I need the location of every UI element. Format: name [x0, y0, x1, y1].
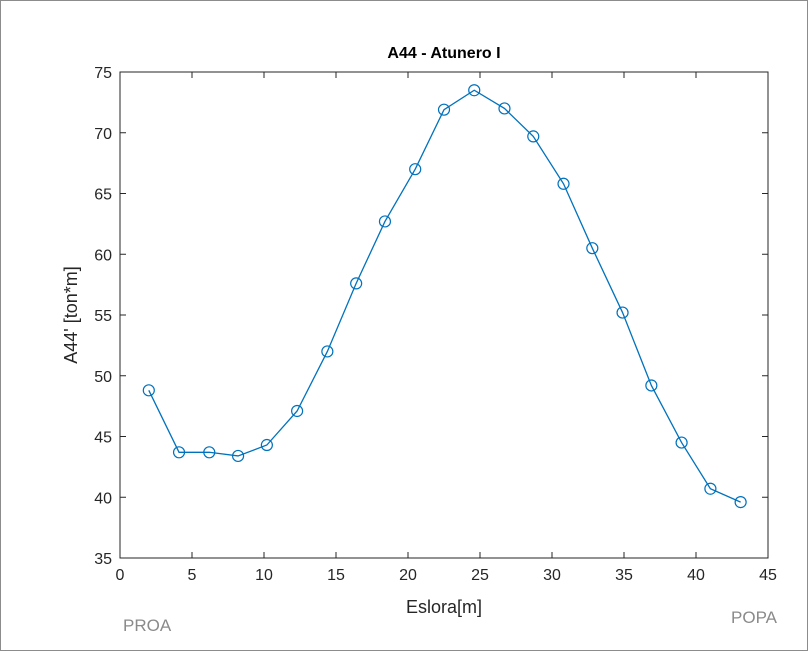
data-point	[321, 345, 334, 358]
y-tick-label: 70	[94, 126, 112, 143]
y-axis-label: A44' [ton*m]	[61, 266, 81, 364]
x-tick-label: 40	[687, 567, 705, 584]
bow-annotation: PROA	[123, 616, 172, 635]
data-point	[586, 242, 599, 255]
data-point	[378, 215, 392, 228]
data-point	[231, 449, 245, 463]
data-point	[350, 277, 363, 290]
y-tick-label: 50	[94, 369, 112, 386]
y-tick-label: 40	[94, 490, 112, 507]
series-line	[148, 89, 741, 503]
y-tick-label: 75	[94, 65, 112, 82]
data-point	[645, 379, 658, 392]
y-tick-label: 55	[94, 308, 112, 325]
x-axis-label: Eslora[m]	[406, 597, 482, 617]
data-point	[172, 446, 186, 459]
x-tick-label: 0	[116, 567, 125, 584]
y-tick-label: 65	[94, 187, 112, 204]
axes	[119, 71, 769, 559]
stern-annotation: POPA	[731, 608, 778, 627]
x-tick-label: 15	[327, 567, 345, 584]
x-tick-label: 45	[759, 567, 777, 584]
plot-area	[119, 71, 769, 559]
x-tick-label: 20	[399, 567, 417, 584]
x-ticks: 0 5 10 15 20 25 30 35 40 45	[116, 72, 777, 584]
data-point	[527, 130, 540, 143]
data-point	[704, 482, 717, 495]
data-point	[291, 404, 304, 418]
data-point	[468, 84, 481, 97]
data-point	[203, 446, 216, 459]
data-point	[616, 306, 629, 319]
data-point	[498, 102, 511, 115]
data-point	[675, 436, 688, 449]
y-ticks: 35 40 45 50 55 60 65 70 75	[94, 65, 768, 568]
x-tick-label: 5	[188, 567, 197, 584]
y-tick-label: 35	[94, 551, 112, 568]
data-point	[734, 496, 747, 509]
data-point	[409, 163, 422, 176]
x-tick-label: 30	[543, 567, 561, 584]
y-tick-label: 45	[94, 430, 112, 447]
x-tick-label: 10	[255, 567, 273, 584]
y-tick-label: 60	[94, 247, 112, 264]
data-point	[260, 438, 273, 452]
x-tick-label: 35	[615, 567, 633, 584]
data-point	[437, 103, 451, 116]
series-layer	[142, 84, 747, 509]
x-tick-label: 25	[471, 567, 489, 584]
data-point	[142, 384, 155, 397]
chart-title: A44 - Atunero I	[387, 45, 500, 62]
data-point	[557, 177, 570, 190]
